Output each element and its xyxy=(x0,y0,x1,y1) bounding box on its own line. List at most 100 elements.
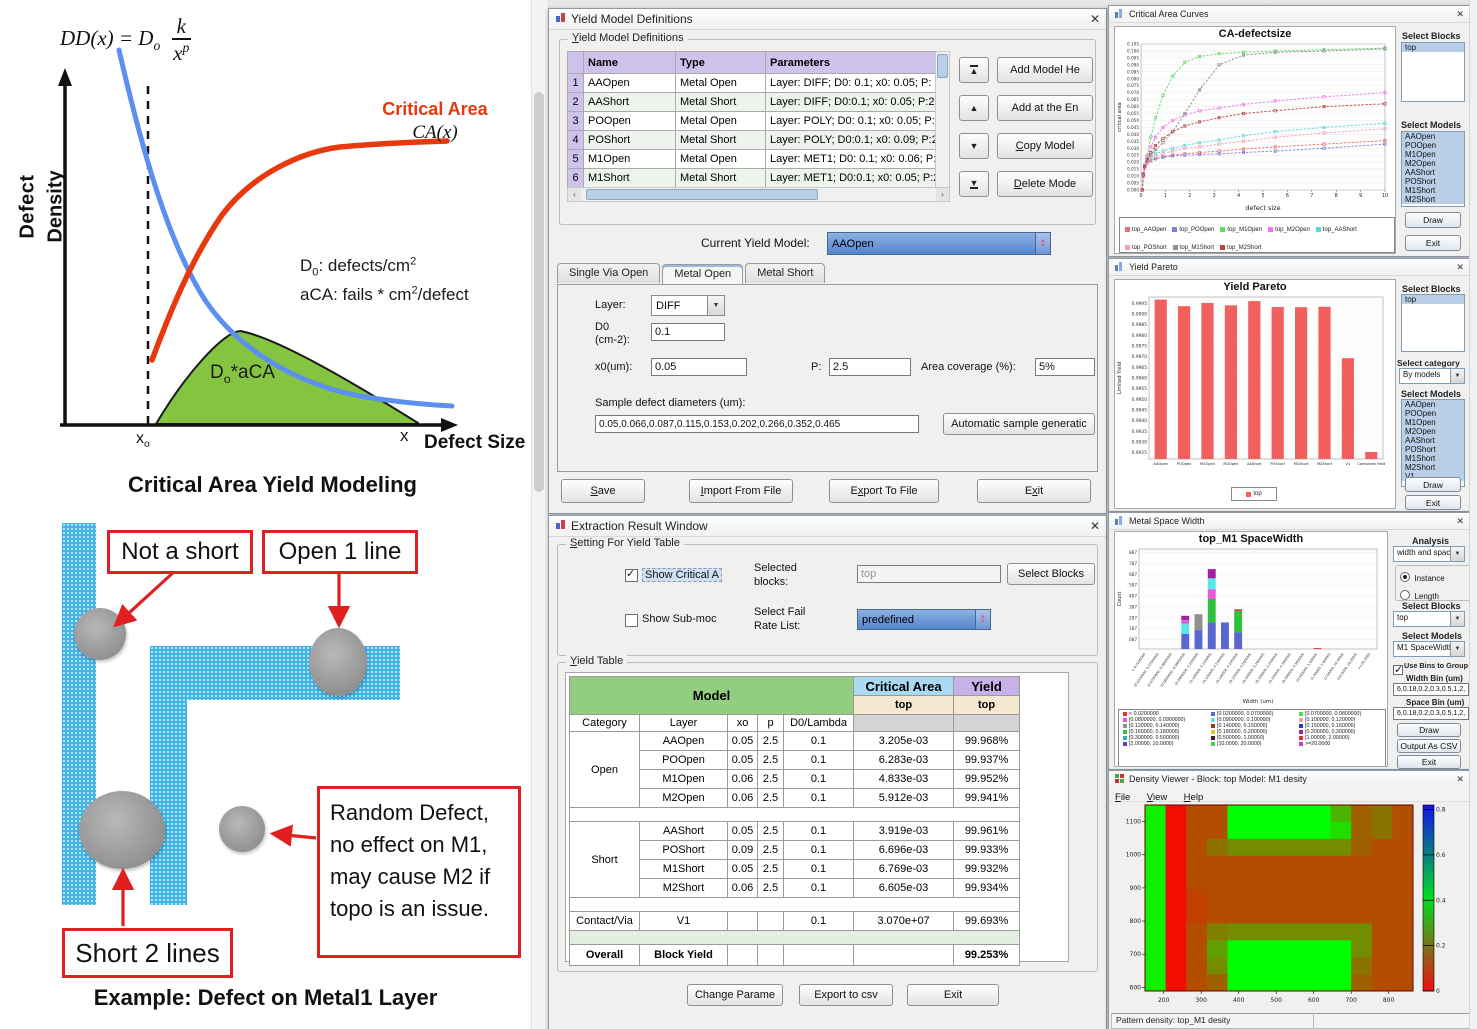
current-yield-model-combo[interactable]: AAOpen ▲ ▼ xyxy=(827,232,1051,255)
chevron-down-icon[interactable]: ▼ xyxy=(1450,612,1464,626)
model-table-row[interactable]: 2 AAShort Metal Short Layer: DIFF; D0:0.1; … xyxy=(567,92,936,112)
blocks-list[interactable]: top xyxy=(1401,294,1465,352)
tab-metal-short[interactable]: Metal Short xyxy=(745,263,826,283)
use-bins-checkbox[interactable] xyxy=(1393,660,1403,678)
space-bin-field[interactable] xyxy=(1393,707,1469,720)
list-item[interactable]: M2Open xyxy=(1402,427,1464,436)
radio-icon[interactable] xyxy=(1400,590,1410,600)
close-icon[interactable]: ✕ xyxy=(1456,515,1464,526)
titlebar[interactable]: Critical Area Curves ✕ xyxy=(1109,6,1470,23)
show-critical-label[interactable]: Show Critical A xyxy=(642,568,722,582)
selected-blocks-field[interactable] xyxy=(857,565,1001,583)
menu-view[interactable]: View xyxy=(1146,792,1168,803)
analysis-combo[interactable]: width and space ▼ xyxy=(1393,546,1465,562)
list-item[interactable]: M2Open xyxy=(1402,159,1464,168)
add-model-here-button[interactable]: Add Model He xyxy=(997,57,1093,83)
list-item[interactable]: POShort xyxy=(1402,177,1464,186)
list-item[interactable]: AAShort xyxy=(1402,168,1464,177)
select-blocks-button[interactable]: Select Blocks xyxy=(1007,563,1095,585)
list-item[interactable]: AAOpen xyxy=(1402,400,1464,409)
length-radio[interactable]: Length xyxy=(1400,586,1466,604)
show-submodel-label[interactable]: Show Sub-moc xyxy=(642,613,717,625)
x0-field[interactable] xyxy=(651,358,747,376)
list-item[interactable]: M2Short xyxy=(1402,463,1464,472)
blocks-combo[interactable]: top ▼ xyxy=(1393,611,1465,627)
checkbox-icon[interactable] xyxy=(625,567,638,582)
list-item[interactable]: top xyxy=(1402,295,1464,304)
draw-button[interactable]: Draw xyxy=(1405,477,1461,492)
category-combo[interactable]: By models ▼ xyxy=(1399,368,1465,384)
titlebar[interactable]: Yield Pareto ✕ xyxy=(1109,259,1470,276)
list-item[interactable]: M1Short xyxy=(1402,186,1464,195)
close-icon[interactable]: ✕ xyxy=(1456,773,1464,784)
fail-rate-combo[interactable]: predefined ▲ ▼ xyxy=(857,609,991,630)
menu-help[interactable]: Help xyxy=(1183,792,1204,803)
left-panel-scrollbar[interactable] xyxy=(531,0,549,1029)
scroll-left-icon[interactable]: ‹ xyxy=(568,188,581,201)
output-as-csv-button[interactable]: Output As CSV xyxy=(1397,739,1461,753)
menu-file[interactable]: File xyxy=(1115,792,1131,803)
scrollbar-thumb[interactable] xyxy=(586,189,818,200)
move-bottom-button[interactable]: ▼ xyxy=(959,171,989,197)
list-item[interactable]: M2Short xyxy=(1402,195,1464,204)
show-submodel-checkbox[interactable] xyxy=(625,612,638,630)
titlebar[interactable]: Yield Model Definitions ✕ xyxy=(549,9,1106,30)
models-list[interactable]: AAOpen POOpen M1Open M2Open AAShort POShort M1… xyxy=(1401,399,1465,487)
spinner-icon[interactable]: ▲ ▼ xyxy=(1035,233,1050,254)
list-item[interactable]: AAShort xyxy=(1402,436,1464,445)
chevron-down-icon[interactable]: ▼ xyxy=(707,296,724,315)
area-coverage-field[interactable] xyxy=(1035,358,1095,376)
change-parameters-button[interactable]: Change Parame xyxy=(687,984,783,1006)
auto-sample-button[interactable]: Automatic sample generatic xyxy=(943,413,1095,435)
checkbox-icon[interactable] xyxy=(625,614,638,627)
close-icon[interactable]: ✕ xyxy=(1089,12,1100,26)
model-table-row[interactable]: 4 POShort Metal Short Layer: POLY; D0:0.1; … xyxy=(567,130,936,150)
list-item[interactable]: AAOpen xyxy=(1402,132,1464,141)
chevron-down-icon[interactable]: ▼ xyxy=(1450,642,1464,656)
scrollbar-thumb[interactable] xyxy=(534,92,544,492)
list-item[interactable]: POOpen xyxy=(1402,141,1464,150)
right-edge-scrollbar[interactable] xyxy=(1469,0,1477,1029)
list-item[interactable]: V1 xyxy=(1402,472,1464,481)
model-table-row[interactable]: 6 M1Short Metal Short Layer: MET1; D0:0.1; … xyxy=(567,168,936,188)
layer-combo[interactable]: DIFF ▼ xyxy=(651,295,725,316)
show-critical-checkbox[interactable] xyxy=(625,567,638,585)
models-combo[interactable]: M1 SpaceWidth ▼ xyxy=(1393,641,1465,657)
move-up-button[interactable]: ▲ xyxy=(959,95,989,121)
sample-diameters-field[interactable] xyxy=(595,415,919,433)
titlebar[interactable]: Metal Space Width ✕ xyxy=(1109,513,1470,530)
close-icon[interactable]: ✕ xyxy=(1089,519,1100,533)
list-item[interactable]: M1Open xyxy=(1402,418,1464,427)
titlebar[interactable]: Extraction Result Window ✕ xyxy=(549,516,1106,537)
list-item[interactable]: M1Short xyxy=(1402,454,1464,463)
models-list[interactable]: AAOpen POOpen M1Open M2Open AAShort POShort M1… xyxy=(1401,131,1465,207)
add-at-end-button[interactable]: Add at the En xyxy=(997,95,1093,121)
d0-field[interactable] xyxy=(651,323,725,341)
move-down-button[interactable]: ▼ xyxy=(959,133,989,159)
chevron-down-icon[interactable]: ▼ xyxy=(1450,547,1464,561)
width-bin-field[interactable] xyxy=(1393,683,1469,696)
tab-metal-open[interactable]: Metal Open xyxy=(662,264,744,284)
exit-button[interactable]: Exit xyxy=(1405,235,1461,251)
draw-button[interactable]: Draw xyxy=(1405,212,1461,228)
scroll-right-icon[interactable]: › xyxy=(936,188,949,201)
radio-icon[interactable] xyxy=(1400,572,1410,582)
table-vscrollbar[interactable] xyxy=(935,51,950,189)
list-item[interactable]: POShort xyxy=(1402,445,1464,454)
blocks-list[interactable]: top xyxy=(1401,42,1465,102)
table-hscrollbar[interactable]: ‹ › xyxy=(567,187,950,202)
titlebar[interactable]: Density Viewer - Block: top Model: M1 de… xyxy=(1109,771,1470,788)
close-icon[interactable]: ✕ xyxy=(1456,8,1464,19)
list-item[interactable]: top xyxy=(1402,43,1464,52)
model-table-row[interactable]: 1 AAOpen Metal Open Layer: DIFF; D0: 0.1; x… xyxy=(567,73,936,93)
spinner-icon[interactable]: ▲ ▼ xyxy=(975,610,990,629)
move-top-button[interactable]: ▲ xyxy=(959,57,989,83)
close-icon[interactable]: ✕ xyxy=(1456,261,1464,272)
scrollbar-thumb[interactable] xyxy=(937,54,948,78)
list-item[interactable]: M1Open xyxy=(1402,150,1464,159)
